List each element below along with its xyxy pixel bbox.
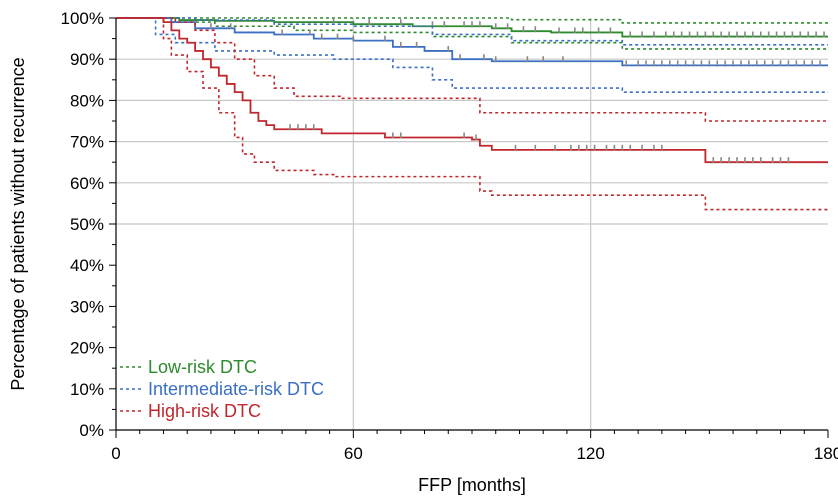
ci-lower-low-risk-dtc — [116, 17, 828, 50]
y-tick-label: 70% — [70, 133, 104, 152]
ci-upper-low-risk-dtc — [116, 17, 828, 24]
x-tick-label: 60 — [344, 444, 363, 463]
legend-label-low-risk-dtc: Low-risk DTC — [148, 357, 257, 377]
ci-upper-intermediate-risk-dtc — [116, 17, 828, 46]
y-tick-label: 60% — [70, 174, 104, 193]
x-tick-label: 120 — [576, 444, 604, 463]
y-tick-label: 50% — [70, 215, 104, 234]
survival-line-high-risk-dtc — [116, 17, 828, 164]
y-tick-label: 90% — [70, 50, 104, 69]
y-tick-label: 10% — [70, 380, 104, 399]
survival-line-low-risk-dtc — [116, 17, 828, 38]
y-tick-label: 30% — [70, 297, 104, 316]
x-axis-label: FFP [months] — [418, 475, 526, 495]
x-tick-label: 180 — [814, 444, 838, 463]
series-group — [116, 17, 828, 211]
y-tick-label: 40% — [70, 256, 104, 275]
legend-label-intermediate-risk-dtc: Intermediate-risk DTC — [148, 379, 324, 399]
y-tick-label: 100% — [61, 9, 104, 28]
ci-upper-high-risk-dtc — [116, 17, 828, 122]
ci-lower-high-risk-dtc — [116, 17, 828, 211]
series-high-risk-dtc — [116, 17, 828, 211]
series-low-risk-dtc — [116, 17, 828, 50]
y-axis-label: Percentage of patients without recurrenc… — [8, 57, 28, 390]
y-tick-label: 0% — [79, 421, 104, 440]
x-tick-label: 0 — [111, 444, 120, 463]
series-intermediate-risk-dtc — [116, 17, 828, 93]
legend-label-high-risk-dtc: High-risk DTC — [148, 401, 261, 421]
y-tick-label: 20% — [70, 339, 104, 358]
ci-lower-intermediate-risk-dtc — [116, 17, 828, 93]
y-tick-label: 80% — [70, 91, 104, 110]
axes: 0% 10% 20% 30% 40% 50% 60% 70% 80% 90% 100% 0 60 120 1… — [61, 9, 838, 463]
